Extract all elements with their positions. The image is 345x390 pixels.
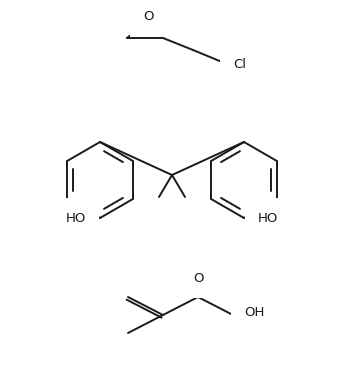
Text: OH: OH — [244, 307, 264, 319]
Text: HO: HO — [66, 211, 86, 225]
Text: O: O — [143, 11, 153, 23]
Text: O: O — [193, 271, 203, 284]
Text: Cl: Cl — [233, 57, 246, 71]
Text: HO: HO — [258, 211, 278, 225]
